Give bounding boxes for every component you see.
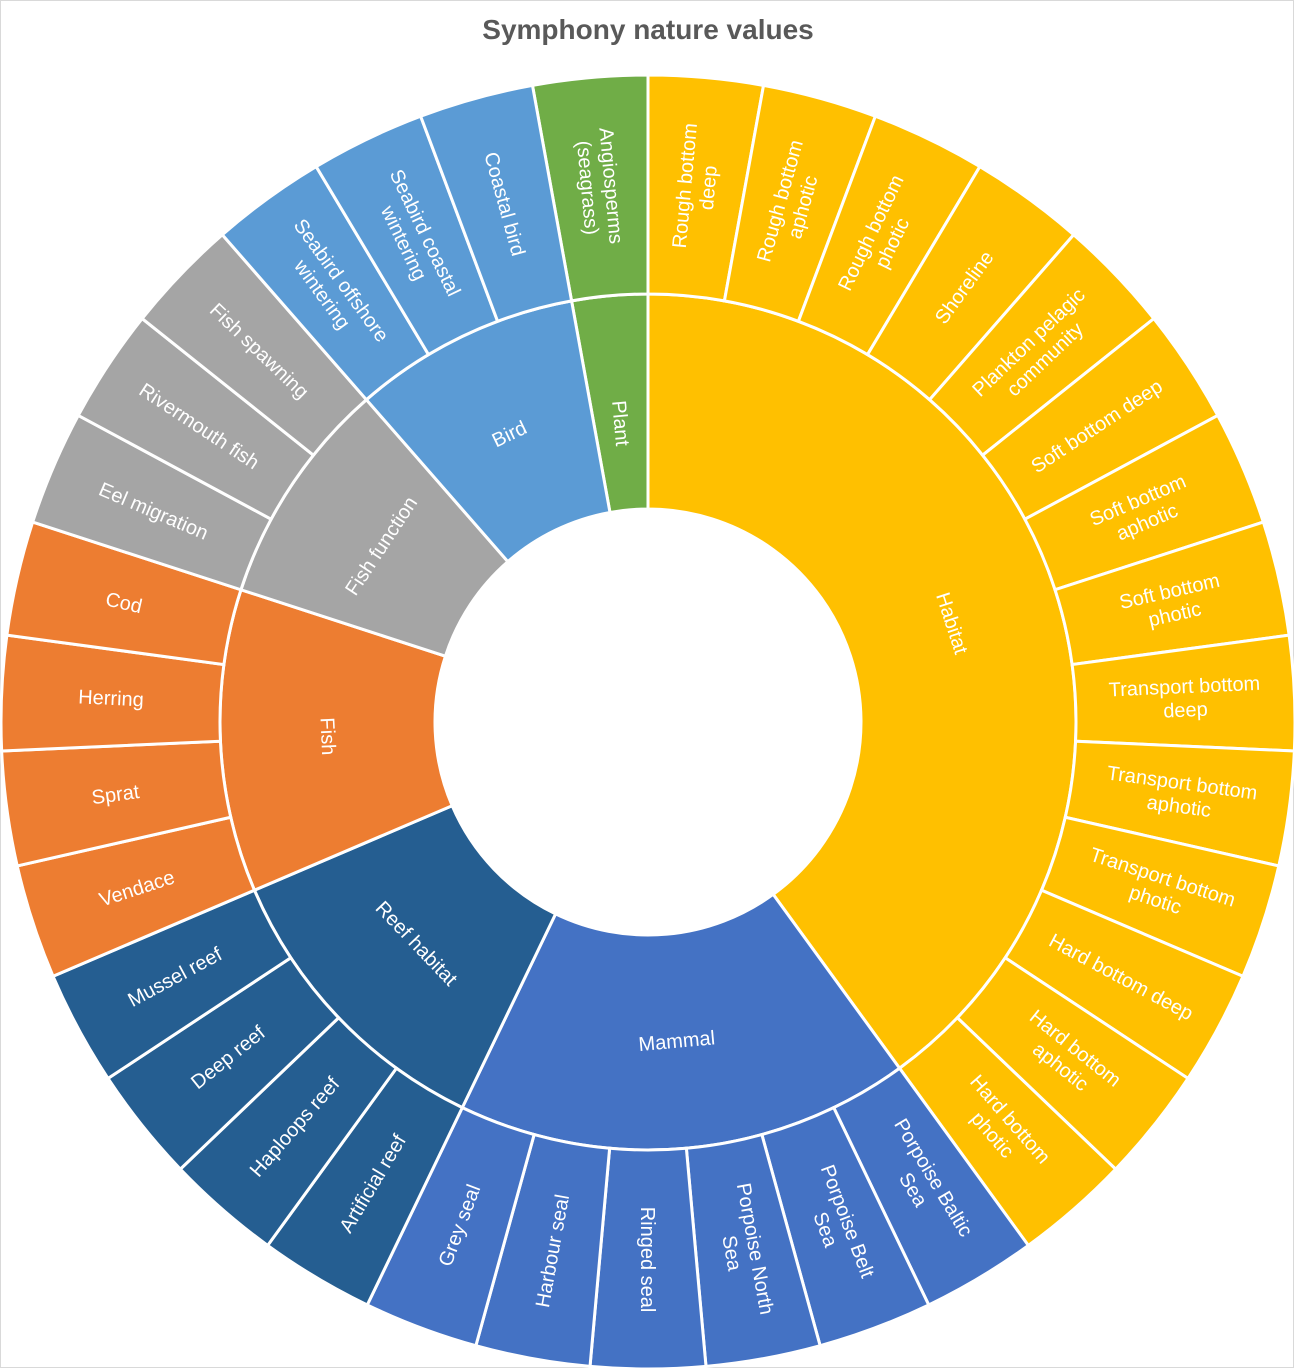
leaf-label-ringed-seal: Ringed seal xyxy=(636,1207,658,1313)
leaf-segment-coastal-bird[interactable] xyxy=(418,83,574,324)
chart-title: Symphony nature values xyxy=(482,14,814,45)
leaf-label-herring: Herring xyxy=(78,686,144,711)
leaf-label-transport-bottom-deep: Transport bottomdeep xyxy=(1108,673,1261,725)
outer-ring xyxy=(0,73,1296,1370)
group-label-fish: Fish xyxy=(315,717,339,756)
inner-ring xyxy=(218,292,1078,1152)
group-label-plant: Plant xyxy=(607,400,633,448)
